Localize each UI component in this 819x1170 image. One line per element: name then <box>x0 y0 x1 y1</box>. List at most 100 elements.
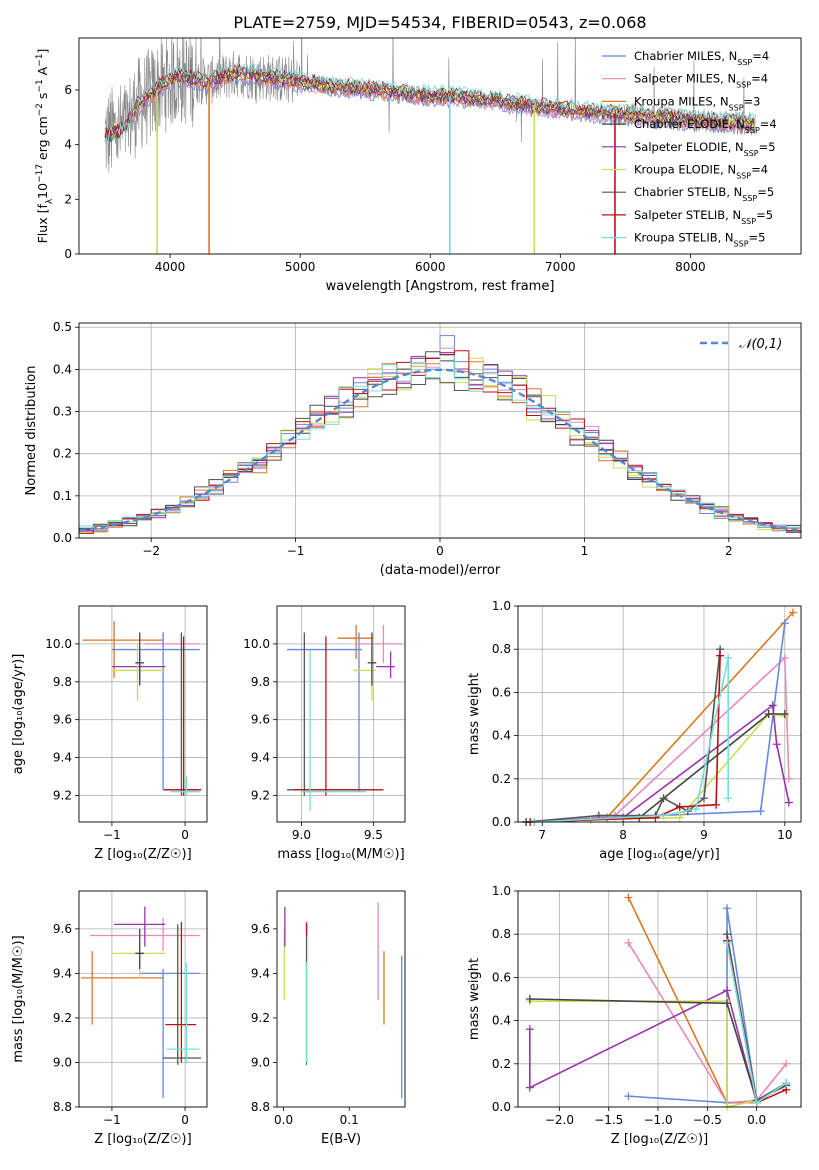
y-tick-label: 0.6 <box>492 685 511 699</box>
axes-frame <box>276 605 406 823</box>
panel-spectrum: 4000 5000 6000 7000 8000 0 2 4 6 wavelength [Angs… <box>35 37 802 294</box>
legend-val: =3 <box>744 94 761 108</box>
y-label-part: s <box>35 93 50 104</box>
legend-sub: SSP <box>737 58 752 67</box>
panel-age_vs_Z: −1 0 9.2 9.4 9.6 9.8 10.0 Z [log₁₀(Z/Z☉)] age [l… <box>11 605 208 862</box>
legend-sub: SSP <box>729 103 744 112</box>
weight-point <box>772 740 781 749</box>
panel-mass_vs_Z: −1 0 8.8 9.0 9.2 9.4 9.6 Z [log₁₀(Z/Z☉)] mass [l… <box>11 890 208 1147</box>
x-tick-label: 0 <box>436 544 444 558</box>
panel-residuals: −2 −1 0 1 2 0.0 0.1 0.2 0.3 0.4 0.5 (data-model)/er… <box>24 320 802 578</box>
axes-frame <box>78 605 208 823</box>
weight-point <box>782 1059 791 1068</box>
x-tick-label: 7 <box>538 828 546 842</box>
weight-point <box>780 710 789 718</box>
weight-point <box>525 1083 534 1092</box>
legend-text: Kroupa STELIB, N <box>634 231 734 245</box>
model-spectrum <box>104 63 755 144</box>
y-tick-label: 0.4 <box>492 1014 511 1028</box>
legend-val: =4 <box>752 49 769 63</box>
x-axis-label: Z [log₁₀(Z/Z☉)] <box>611 1132 708 1147</box>
x-axis-label: E(B-V) <box>321 1132 361 1147</box>
y-tick-label: 0.0 <box>492 1100 511 1114</box>
legend-sub: SSP <box>745 126 760 135</box>
legend-text: Chabrier ELODIE, N <box>634 117 745 131</box>
weight-point <box>525 1025 534 1034</box>
y-tick-label: 9.8 <box>53 675 72 689</box>
y-tick-label: 0.0 <box>53 531 72 545</box>
x-axis-label: (data-model)/error <box>380 563 501 578</box>
y-tick-label: 0.0 <box>492 815 511 829</box>
y-tick-label: 0.2 <box>492 772 511 786</box>
weight-point <box>782 1079 791 1088</box>
axes-frame <box>78 37 802 255</box>
weight-point <box>724 653 733 662</box>
legend-val: =5 <box>756 208 773 222</box>
panel-age_vs_mass: 9.0 9.5 9.2 9.4 9.6 9.8 10.0 mass [log₁₀(M/M☉)] <box>243 605 406 862</box>
weight-point <box>768 701 777 710</box>
legend-val: =5 <box>749 231 766 245</box>
weight-point <box>784 774 793 783</box>
x-tick-label: −2 <box>142 544 160 558</box>
x-tick-label: 9.5 <box>364 828 383 842</box>
legend-sub: SSP <box>744 148 759 157</box>
model-spectrum <box>104 68 755 142</box>
weight-series <box>534 657 729 822</box>
y-tick-label: 6 <box>64 83 72 97</box>
y-tick-label: 1.0 <box>492 884 511 898</box>
legend-text: Chabrier STELIB, N <box>634 185 742 199</box>
x-axis-label: Z [log₁₀(Z/Z☉)] <box>94 847 191 862</box>
y-tick-label: 10.0 <box>45 637 72 651</box>
y-tick-label: 9.6 <box>53 713 72 727</box>
x-tick-label: −1.0 <box>643 1113 672 1127</box>
y-label-part: 10 <box>35 183 50 199</box>
weight-series <box>627 942 787 1104</box>
y-tick-label: 0.5 <box>53 320 72 334</box>
model-spectrum <box>104 72 755 143</box>
weight-point <box>788 608 797 617</box>
x-tick-label: 10 <box>777 828 792 842</box>
legend-val: =5 <box>759 140 776 154</box>
legend-label: Kroupa STELIB, NSSP=5 <box>634 231 765 249</box>
x-tick-label: 0 <box>181 1113 189 1127</box>
legend-sub: SSP <box>742 194 757 203</box>
model-spectrum <box>104 75 755 141</box>
y-axis-label: Flux [fλ10−17 erg cm−2 s−1 A−1] <box>35 49 55 244</box>
weight-point <box>716 651 725 660</box>
y-axis-label: mass weight <box>467 673 482 755</box>
weight-point <box>756 807 765 816</box>
weight-point <box>675 802 684 811</box>
weight-point <box>624 893 633 902</box>
y-tick-label: 9.4 <box>53 966 72 980</box>
y-tick-label: 9.0 <box>53 1055 72 1069</box>
legend-text: Kroupa MILES, N <box>634 94 729 108</box>
weight-point <box>723 904 732 913</box>
legend-normal-label: 𝒩(0,1) <box>739 337 782 352</box>
weight-series <box>529 1000 757 1107</box>
legend-val: =4 <box>751 72 768 86</box>
legend-text: Kroupa ELODIE, N <box>634 163 736 177</box>
legend-text: Chabrier MILES, N <box>634 49 737 63</box>
y-label-part: Flux [f <box>35 204 50 244</box>
y-axis-label: mass [log₁₀(M/M☉)] <box>11 935 26 1062</box>
y-label-part: −2 <box>35 103 45 116</box>
legend-sub: SSP <box>736 80 751 89</box>
y-tick-label: 9.4 <box>251 751 270 765</box>
weight-point <box>624 1092 633 1101</box>
x-tick-label: −1 <box>103 828 121 842</box>
y-tick-label: 0.8 <box>492 927 511 941</box>
y-label-part: ] <box>35 49 50 54</box>
legend-label: Salpeter MILES, NSSP=4 <box>634 72 768 90</box>
legend-text: Salpeter MILES, N <box>634 72 736 86</box>
x-tick-label: −0.5 <box>693 1113 722 1127</box>
y-tick-label: 1.0 <box>492 599 511 613</box>
weight-point <box>723 999 732 1008</box>
legend-label: Kroupa MILES, NSSP=3 <box>634 94 760 112</box>
y-tick-label: 8.8 <box>53 1100 72 1114</box>
y-tick-label: 4 <box>64 138 72 152</box>
weight-point <box>780 653 789 662</box>
panel-mass_vs_EBV: 0.0 0.1 8.8 9.0 9.2 9.4 9.6 E(B-V) <box>251 890 406 1147</box>
weight-point <box>675 813 684 822</box>
x-tick-label: 9 <box>700 828 708 842</box>
